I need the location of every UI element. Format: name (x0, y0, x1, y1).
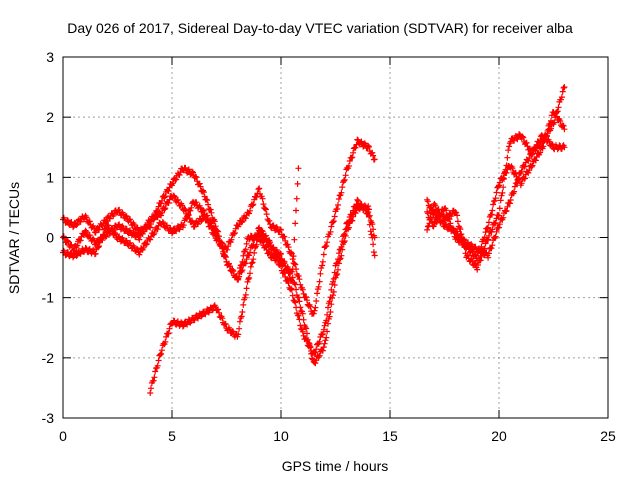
y-tick-label: -1 (42, 290, 55, 306)
series-track-6 (424, 131, 568, 273)
x-axis-title: GPS time / hours (282, 458, 389, 474)
y-tick-label: -3 (42, 410, 55, 426)
x-tick-label: 0 (59, 428, 67, 444)
x-tick-label: 25 (600, 428, 616, 444)
point-markers (424, 131, 568, 273)
axes (62, 56, 609, 419)
y-axis-title: SDTVAR / TECUs (6, 182, 22, 294)
data-points (60, 84, 568, 396)
x-tick-label: 20 (491, 428, 507, 444)
series-track-4 (147, 165, 302, 396)
point-markers (424, 109, 568, 264)
x-tick-label: 15 (382, 428, 398, 444)
chart-title: Day 026 of 2017, Sidereal Day-to-day VTE… (67, 20, 573, 36)
x-tick-labels: 0 5 10 15 20 25 (59, 428, 616, 444)
x-tick-label: 10 (273, 428, 289, 444)
y-tick-label: 0 (46, 230, 54, 246)
point-markers (147, 165, 302, 396)
y-tick-label: 1 (46, 169, 54, 185)
y-tick-label: -2 (42, 350, 55, 366)
y-tick-labels: -3 -2 -1 0 1 2 3 (42, 49, 55, 426)
series-track-7 (424, 109, 568, 264)
y-tick-label: 2 (46, 109, 54, 125)
y-tick-label: 3 (46, 49, 54, 65)
plot-frame (62, 56, 609, 419)
x-tick-label: 5 (168, 428, 176, 444)
